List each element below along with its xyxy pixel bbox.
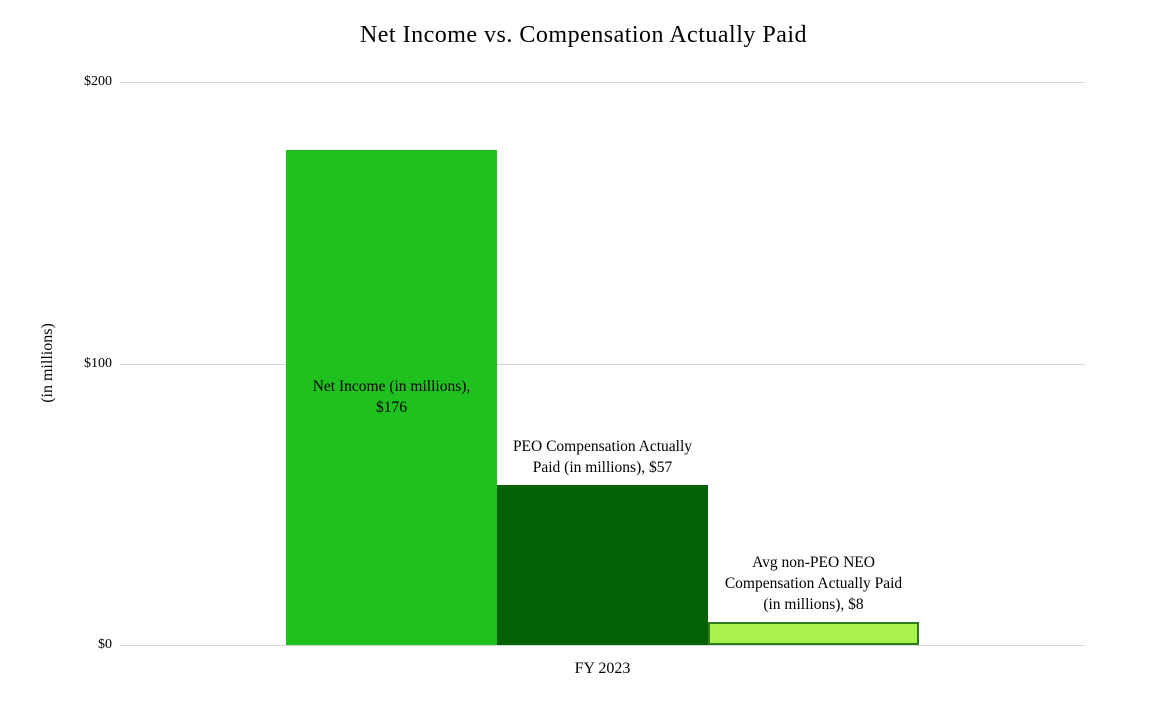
gridline (120, 363, 1085, 365)
bar-series-2 (497, 484, 708, 645)
x-axis-category-label: FY 2023 (574, 660, 631, 677)
gridline (120, 645, 1085, 646)
y-axis-tick: $0 (98, 637, 112, 652)
data-label-line: (in millions), $8 (763, 596, 864, 614)
y-axis-tick: $200 (84, 74, 112, 89)
data-label: Net Income (in millions), $176 (262, 376, 522, 418)
plot-area: Net Income (in millions), $176 PEO Compens… (120, 82, 1085, 646)
data-label-line: Compensation Actually Paid (724, 575, 903, 593)
data-label: Avg non-PEO NEO Compensation Actually Pai… (684, 552, 944, 615)
y-axis-tick: $100 (84, 355, 112, 371)
bar-series-1 (286, 149, 497, 645)
data-label-line: PEO Compensation Actually (512, 437, 693, 455)
chart-title: Net Income vs. Compensation Actually Pai… (359, 22, 808, 48)
data-label-line: Paid (in millions), $57 (532, 458, 673, 476)
data-label-line: Net Income (in millions), (312, 378, 471, 396)
y-axis-tick-labels: $0 $100 $200 (0, 74, 112, 652)
gridline (120, 82, 1085, 83)
data-label-line: Avg non-PEO NEO (752, 554, 875, 572)
data-label-line: $176 (376, 399, 407, 417)
data-label: PEO Compensation Actually Paid (in millio… (473, 436, 733, 478)
bar-series-3 (708, 622, 919, 645)
